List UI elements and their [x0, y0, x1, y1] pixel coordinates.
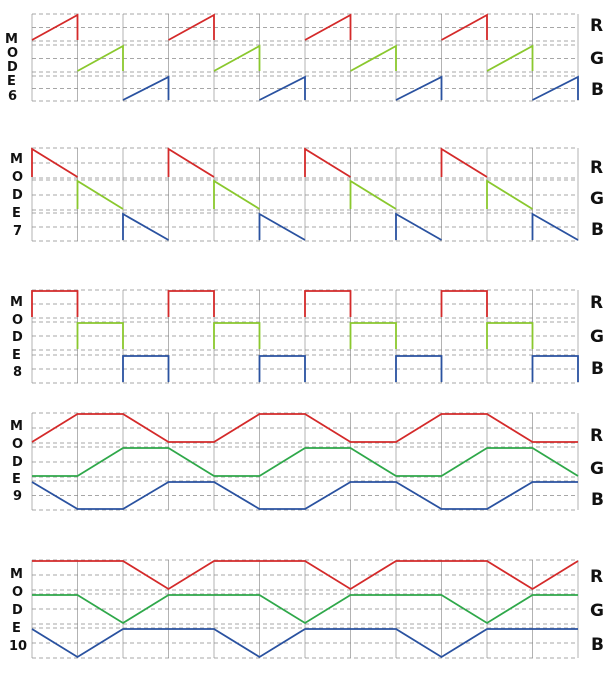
mode-8-wave-g [76, 322, 534, 349]
mode-6-letter-d: D [7, 60, 18, 75]
mode-7-waves [31, 147, 579, 241]
mode-9-letter-e: E [12, 472, 21, 487]
mode-9-wave-g [32, 447, 579, 477]
mode-9-letter-m: M [10, 419, 23, 434]
mode-10-wave-g [32, 594, 578, 625]
mode-7-wave-b [122, 212, 579, 241]
mode-10-grid [31, 559, 579, 659]
mode-6-waves [31, 13, 579, 101]
mode-9-group: M O D E 9 R G B [10, 412, 604, 511]
mode-8-wave-r [31, 290, 488, 317]
mode-6-wave-r [31, 13, 488, 41]
mode-9-wave-b [31, 481, 578, 510]
mode-7-number: 7 [13, 224, 22, 239]
mode-9-letter-o: O [12, 437, 23, 452]
mode-7-letter-d: D [12, 188, 23, 203]
mode-7-letter-e: E [12, 206, 21, 221]
mode-7-letter-m: M [10, 152, 23, 167]
mode-8-wave-b [122, 355, 579, 382]
mode-8-label-b: B [591, 359, 604, 379]
mode-6-wave-g [77, 44, 534, 72]
mode-8-letter-o: O [12, 313, 23, 328]
mode-8-letter-e: E [12, 348, 21, 363]
mode-10-wave-b [31, 628, 578, 659]
mode-7-wave-g [76, 179, 533, 210]
mode-10-letter-o: O [12, 585, 23, 600]
mode-10-letter-d: D [12, 603, 23, 618]
mode-7-label-r: R [590, 158, 603, 178]
mode-10-wave-r [32, 560, 579, 591]
mode-6-group: M O D E 6 R G B [5, 13, 604, 104]
mode-8-letter-m: M [10, 295, 23, 310]
mode-10-letter-e: E [12, 621, 21, 636]
mode-7-wave-r [31, 147, 488, 178]
mode-6-letter-m: M [5, 32, 18, 47]
mode-6-label-g: G [590, 49, 604, 69]
mode-8-group: M O D E 8 R G B [10, 289, 604, 384]
mode-7-group: M O D E 7 R G B [10, 147, 604, 242]
mode-10-number: 10 [9, 639, 27, 654]
mode-9-grid [31, 412, 579, 511]
mode-10-label-b: B [591, 635, 604, 655]
mode-10-letter-m: M [10, 567, 23, 582]
mode-6-letter-e: E [7, 74, 16, 89]
mode-10-label-r: R [590, 567, 603, 587]
mode-6-wave-b [122, 75, 579, 101]
mode-6-label-r: R [590, 16, 603, 36]
mode-9-waves [31, 413, 579, 510]
mode-9-label-g: G [590, 459, 604, 479]
mode-8-label-r: R [590, 293, 603, 313]
mode-9-number: 9 [13, 489, 22, 504]
mode-9-letter-d: D [12, 455, 23, 470]
mode-8-letter-d: D [12, 330, 23, 345]
mode-7-label-b: B [591, 220, 604, 240]
mode-10-label-g: G [590, 601, 604, 621]
mode-9-wave-r [31, 413, 578, 443]
mode-6-label-b: B [591, 80, 604, 100]
mode-6-number: 6 [8, 89, 17, 104]
mode-9-label-r: R [590, 426, 603, 446]
mode-8-number: 8 [13, 365, 22, 380]
mode-8-label-g: G [590, 327, 604, 347]
mode-6-letter-o: O [7, 46, 18, 61]
mode-10-group: M O D E 10 R G B [9, 559, 604, 659]
mode-10-waves [31, 560, 579, 659]
mode-7-label-g: G [590, 189, 604, 209]
mode-7-letter-o: O [12, 170, 23, 185]
mode-9-label-b: B [591, 490, 604, 510]
mode-8-waves [31, 290, 579, 382]
